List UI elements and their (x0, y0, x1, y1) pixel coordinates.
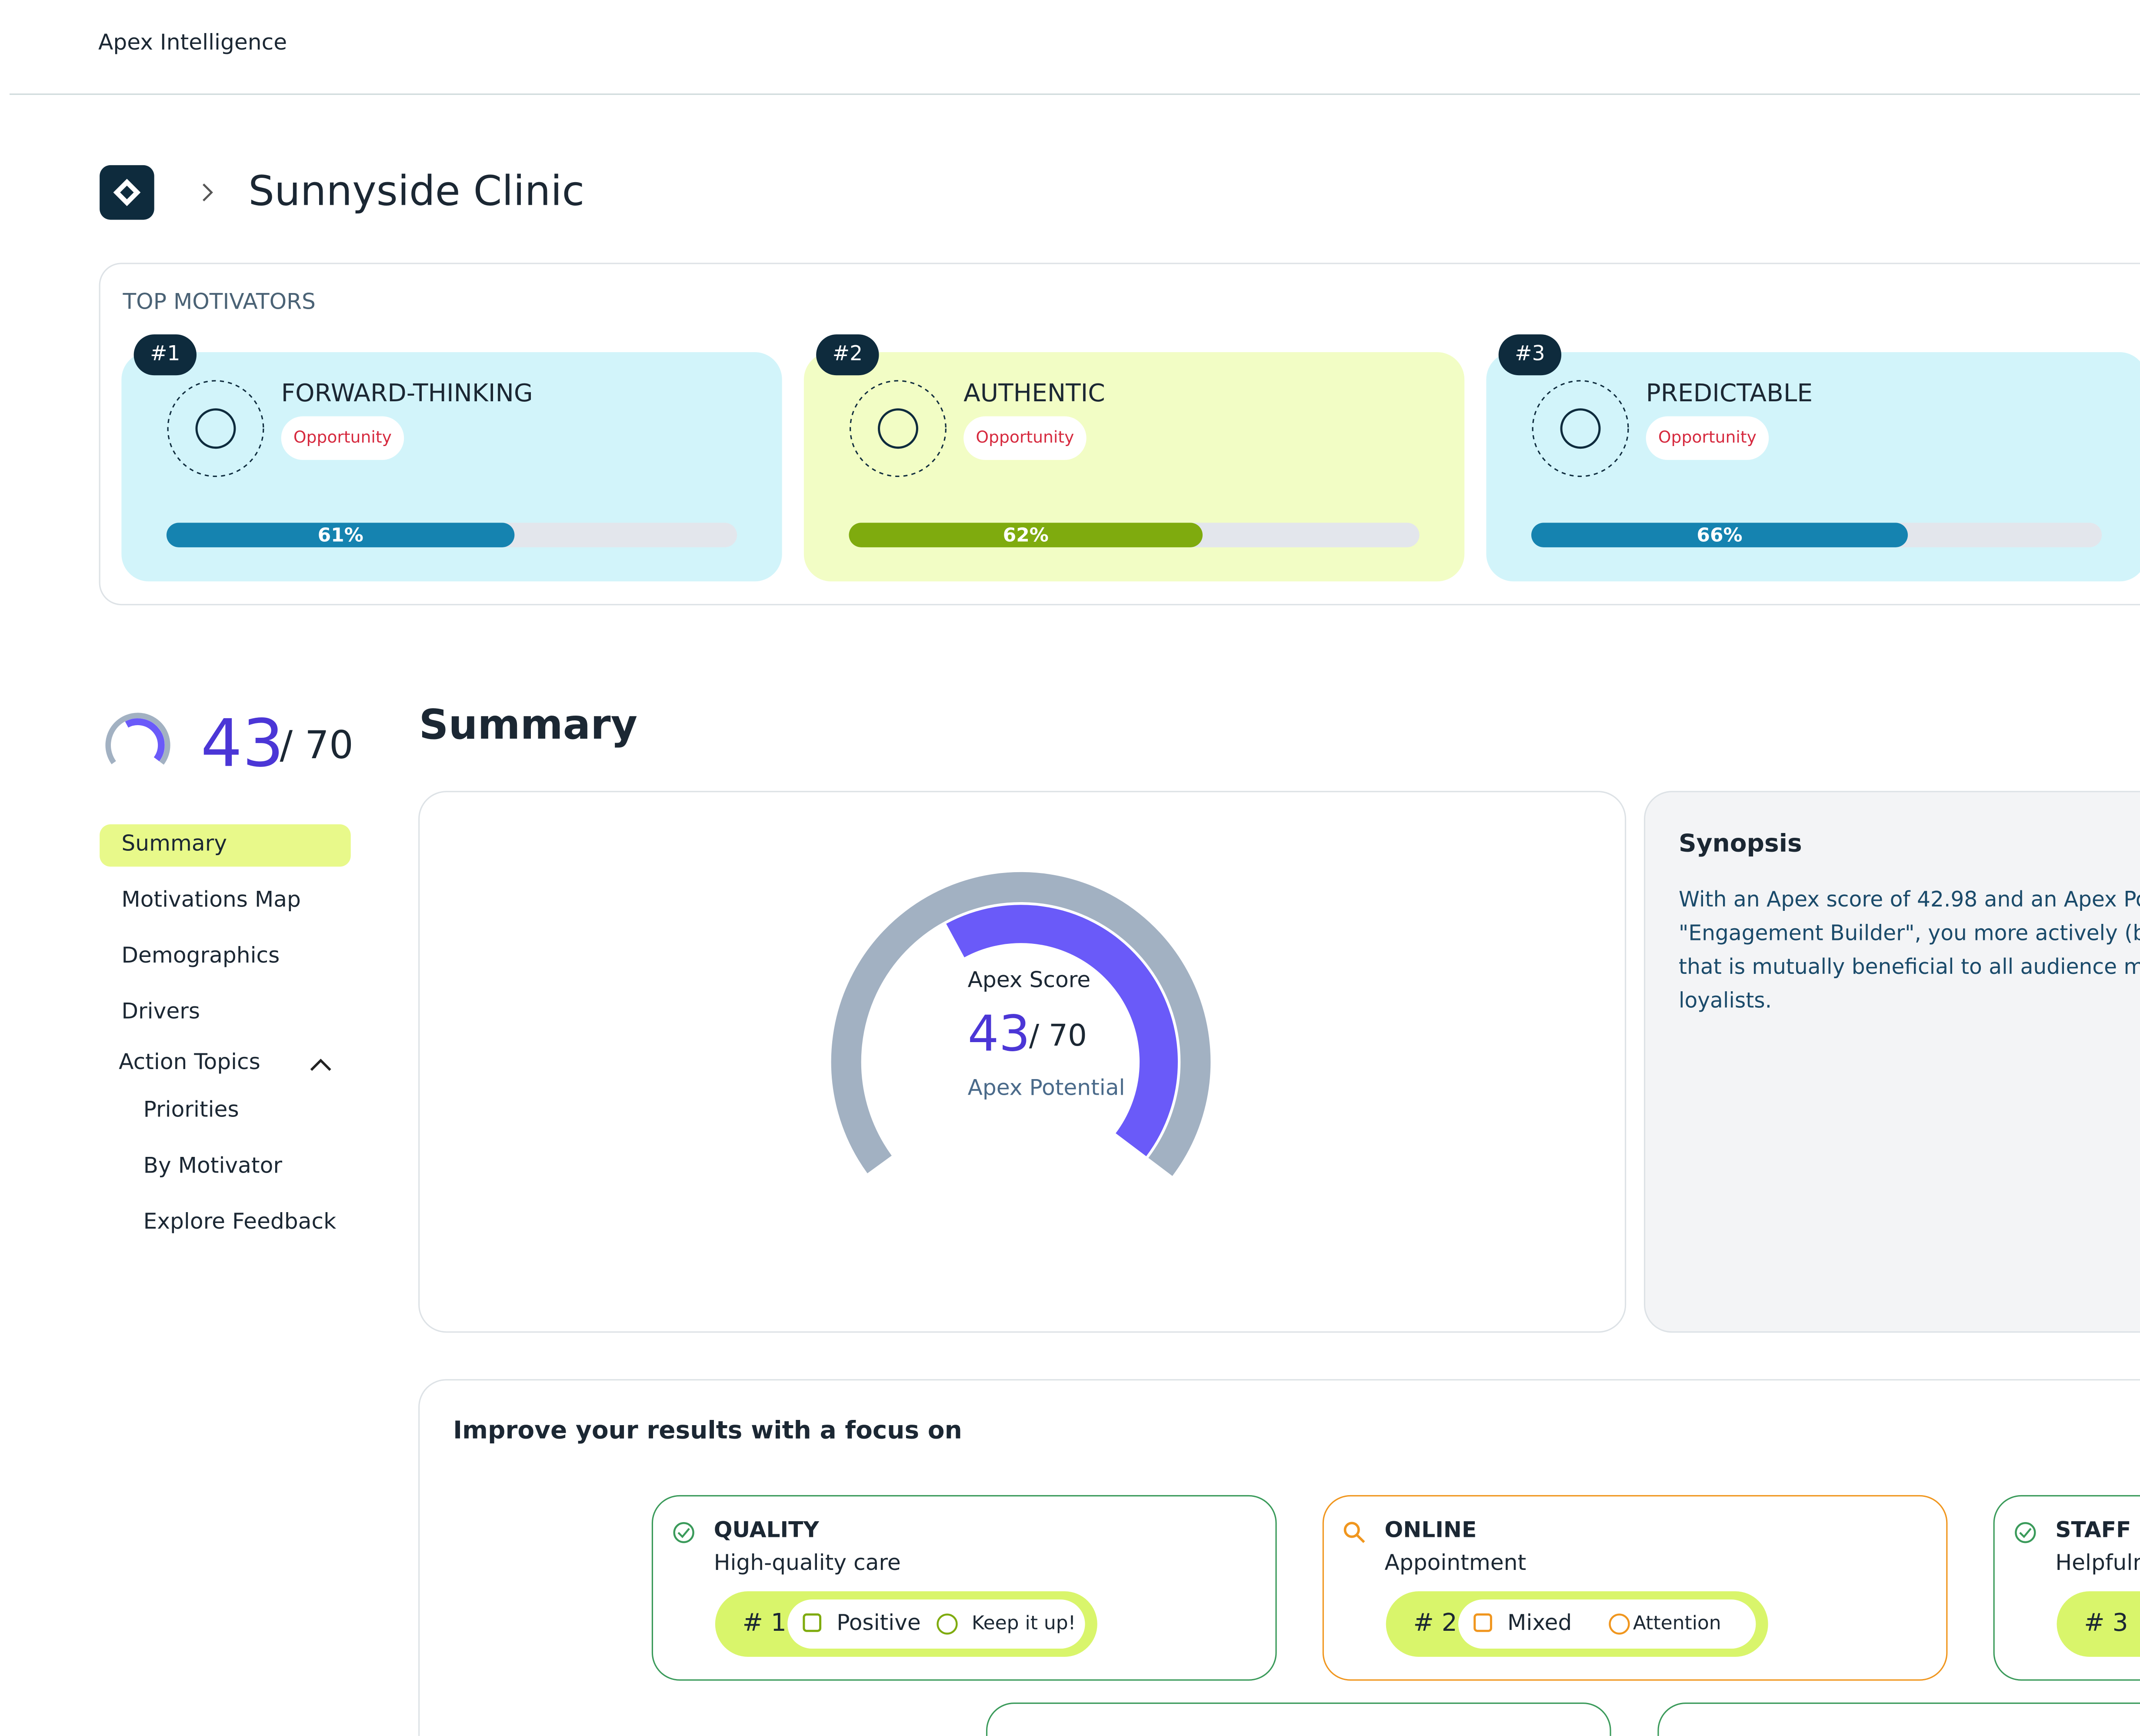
sentiment-icon (1473, 1613, 1492, 1632)
rank-badge (1498, 334, 1562, 376)
rank-badge (133, 334, 197, 376)
improve-title: Improve your results with a focus on (453, 1416, 962, 1445)
synopsis-card (1643, 791, 2140, 1333)
nav-sub-item[interactable]: By Motivator (143, 1152, 283, 1178)
score-value: 43 (200, 705, 284, 782)
gauge-potential-arc (105, 713, 170, 765)
content: Apex Intelligence Sunnyside Clinic TOP M… (9, 29, 2140, 1736)
motivator-icon-inner (878, 408, 918, 449)
topic-category: STAFF (2055, 1517, 2131, 1543)
sentiment-label: Positive (837, 1609, 921, 1635)
tag-pill (963, 416, 1087, 460)
logo-icon (113, 179, 141, 207)
topic-name: Appointment (1385, 1549, 1527, 1575)
topic-name: High-quality care (714, 1549, 901, 1575)
nav-active (100, 824, 351, 867)
status-icon (1609, 1613, 1630, 1635)
sentiment-icon (803, 1613, 822, 1632)
progress-label: 62% (1003, 524, 1049, 546)
synopsis-line: With an Apex score of 42.98 and an Apex … (1679, 887, 2140, 912)
gauge-score-arc (946, 905, 1178, 1156)
tag-label: Opportunity (976, 427, 1074, 446)
gauge-label: Apex Score (968, 967, 1091, 993)
chevron (203, 183, 213, 202)
status-label: Attention (1633, 1612, 1721, 1634)
progress-fill (849, 523, 1203, 547)
status-label: Keep it up! (972, 1612, 1076, 1634)
check-icon (2019, 1528, 2032, 1538)
rank-label: #2 (833, 342, 863, 366)
check-icon (677, 1528, 690, 1538)
check-icon (673, 1522, 694, 1543)
motivators-heading: TOP MOTIVATORS (123, 288, 316, 314)
nav-item[interactable]: Action Topics (119, 1049, 260, 1074)
progress-fill (166, 523, 515, 547)
tag-pill (1646, 416, 1769, 460)
topic-name: Helpfuln (2055, 1549, 2140, 1575)
topic-rank: # 2 (1413, 1609, 1457, 1637)
nav-sub-item[interactable]: Explore Feedback (143, 1208, 337, 1234)
rank-label: #1 (150, 342, 180, 366)
rank-badge (816, 334, 879, 376)
sentiment-label: Mixed (1507, 1609, 1572, 1635)
status-icon (937, 1613, 958, 1635)
gauge-score-arc (125, 718, 165, 762)
topic-category: QUALITY (714, 1517, 820, 1543)
nav-item[interactable]: Summary (121, 830, 227, 856)
tag-label: Opportunity (1658, 427, 1757, 446)
topic-card[interactable] (986, 1703, 1611, 1736)
synopsis-line: loyalists. (1679, 988, 1772, 1013)
synopsis-line: that is mutually beneficial to all audie… (1679, 955, 2140, 979)
motivator-icon-inner (1560, 408, 1601, 449)
topic-card[interactable] (1657, 1703, 2140, 1736)
motivator-icon-inner (195, 408, 236, 449)
progress-label: 61% (318, 524, 363, 546)
progress-fill (1531, 523, 1908, 547)
motivator-name: FORWARD-THINKING (281, 379, 533, 407)
score-max: / 70 (280, 723, 353, 767)
synopsis-title: Synopsis (1679, 830, 1802, 858)
page-title: Sunnyside Clinic (248, 168, 584, 215)
gauge-potential-arc (831, 872, 1211, 1176)
search-icon (1343, 1522, 1360, 1538)
section-title: Summary (419, 701, 637, 749)
motivator-name: PREDICTABLE (1646, 379, 1813, 407)
topic-rank: # 1 (743, 1609, 787, 1637)
motivator-icon (167, 380, 264, 477)
tag-label: Opportunity (293, 427, 392, 446)
search-icon (1356, 1534, 1365, 1543)
collapse-icon[interactable] (310, 1059, 331, 1071)
gauge-max: / 70 (1029, 1018, 1087, 1053)
nav-item[interactable]: Motivations Map (121, 886, 301, 912)
motivator-icon (1532, 380, 1629, 477)
gauge-value: 43 (968, 1005, 1030, 1062)
progress-label: 66% (1697, 524, 1742, 546)
topic-rank: # 3 (2084, 1609, 2128, 1637)
tag-pill (281, 416, 404, 460)
nav-item[interactable]: Demographics (121, 942, 280, 968)
app-name: Apex Intelligence (98, 29, 287, 55)
nav-item[interactable]: Drivers (121, 998, 200, 1024)
rank-pill (2057, 1591, 2140, 1657)
motivator-icon (850, 380, 947, 477)
motivator-name: AUTHENTIC (963, 379, 1105, 407)
rank-label: #3 (1515, 342, 1545, 366)
check-icon (2015, 1522, 2036, 1543)
sentiment-pill (787, 1599, 1085, 1649)
gauge-card (418, 791, 1627, 1333)
topic-category: ONLINE (1385, 1517, 1477, 1543)
gauge-potential-label: Apex Potential (968, 1075, 1125, 1100)
logo[interactable] (100, 165, 154, 220)
nav-sub-item[interactable]: Priorities (143, 1096, 239, 1122)
synopsis-line: "Engagement Builder", you more actively … (1679, 921, 2140, 945)
sentiment-pill (1458, 1599, 1756, 1649)
